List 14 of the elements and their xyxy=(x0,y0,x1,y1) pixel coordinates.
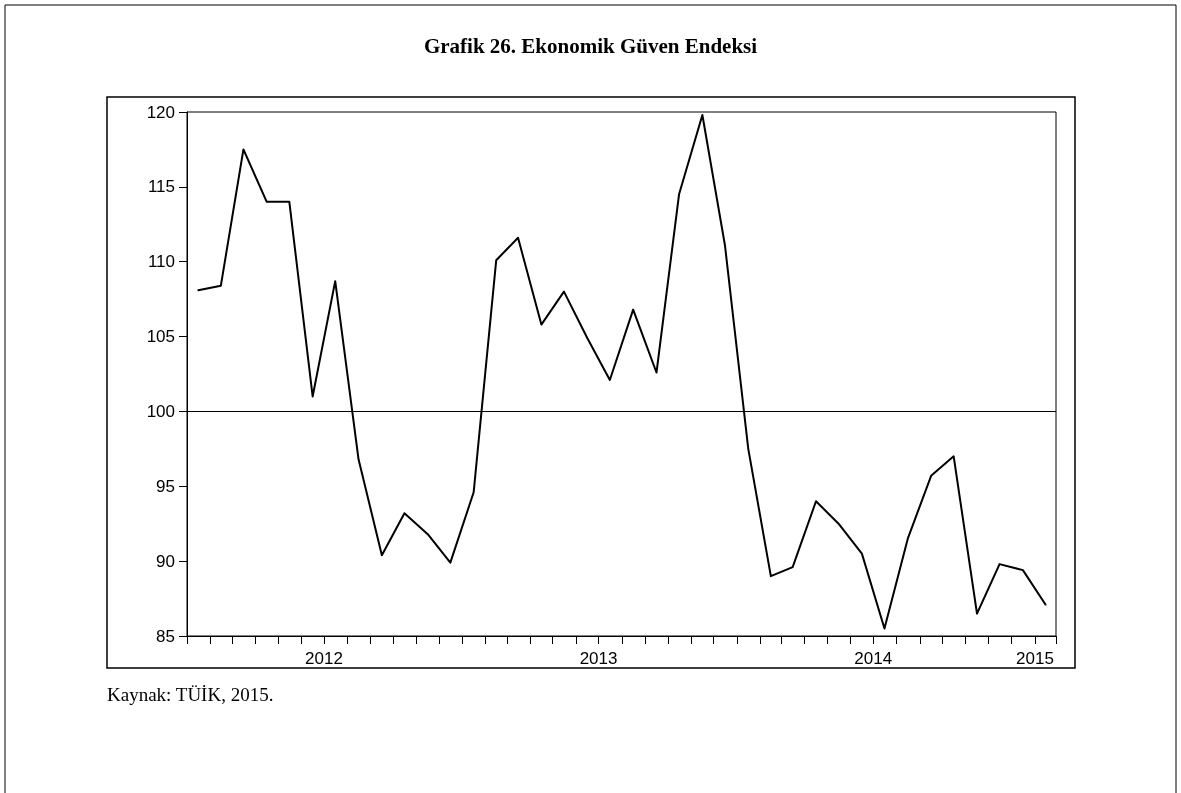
y-tick-label: 85 xyxy=(156,626,175,646)
text: Kaynak: TÜİK, 2015. xyxy=(107,684,274,705)
x-tick-label: 2012 xyxy=(305,649,343,668)
y-tick-label: 120 xyxy=(146,102,175,122)
x-tick-label: 2014 xyxy=(854,649,893,668)
x-tick-label: 2015 xyxy=(1016,649,1054,668)
y-tick-label: 110 xyxy=(147,252,175,272)
x-tick-label: 2013 xyxy=(579,649,618,668)
y-tick-label: 115 xyxy=(147,177,175,197)
y-tick-label: 100 xyxy=(146,401,175,421)
y-tick-label: 95 xyxy=(156,476,175,496)
chart-title: Grafik 26. Ekonomik Güven Endeksi xyxy=(423,33,758,58)
y-tick-label: 105 xyxy=(146,327,175,347)
y-tick-label: 90 xyxy=(156,551,175,571)
